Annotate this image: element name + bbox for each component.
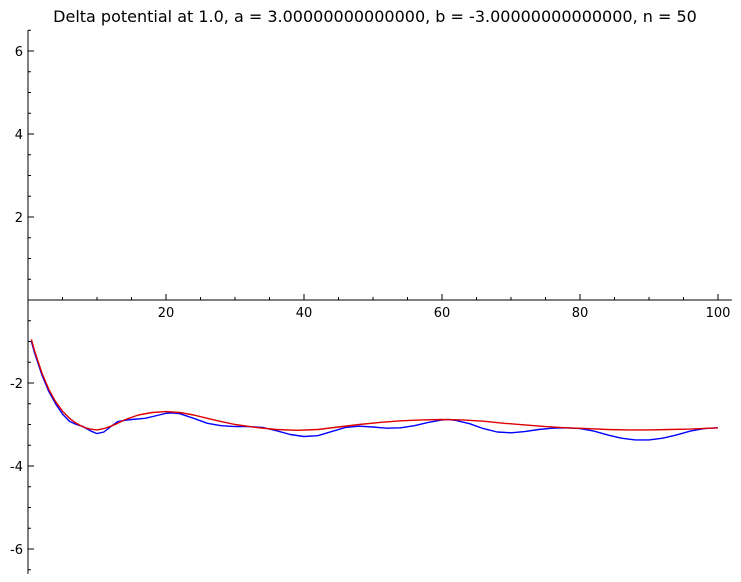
series-layer: [30, 339, 719, 441]
series-line-2: [30, 339, 719, 431]
x-tick-label: 100: [706, 306, 731, 321]
y-tick-label: 6: [15, 45, 23, 60]
y-tick-label: 4: [15, 128, 23, 143]
x-tick-label: 40: [296, 306, 313, 321]
y-tick-label: -4: [10, 460, 23, 475]
x-tick-label: 80: [572, 306, 589, 321]
chart-title: Delta potential at 1.0, a = 3.0000000000…: [53, 7, 697, 26]
y-tick-label: -6: [10, 543, 23, 558]
y-tick-label: 2: [15, 211, 23, 226]
x-tick-label: 60: [434, 306, 451, 321]
axes: 20 40 60 80 100 -6 -4 -2 2 4 6: [10, 29, 732, 574]
x-tick-label: 20: [158, 306, 175, 321]
y-tick-label: -2: [10, 377, 23, 392]
series-line-1: [30, 341, 719, 441]
